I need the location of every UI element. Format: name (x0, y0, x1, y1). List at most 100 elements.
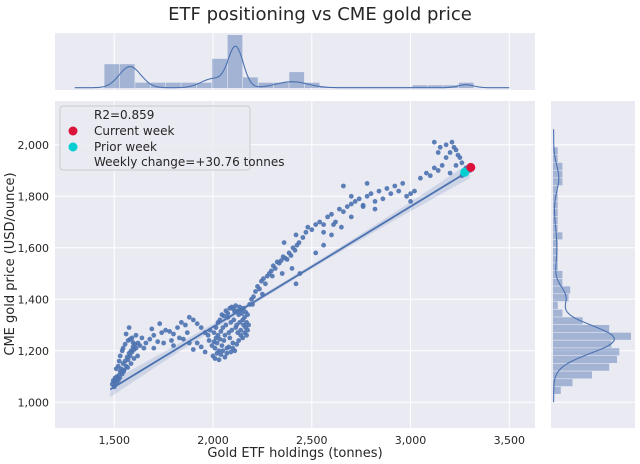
right-histogram-bar (553, 348, 620, 356)
scatter-point (157, 321, 163, 327)
x-tick-label: 3,000 (395, 434, 427, 447)
scatter-point (427, 173, 433, 179)
scatter-point (122, 341, 128, 347)
scatter-point (341, 209, 346, 215)
scatter-point (175, 325, 180, 330)
scatter-point (179, 320, 184, 325)
scatter-point (233, 303, 239, 309)
scatter-point (364, 181, 370, 186)
y-axis-ticks: 1,000 1,200 1,400 1,600 1,800 2,000 (18, 139, 50, 409)
right-histogram-bar (553, 162, 563, 170)
top-histogram-background (55, 33, 535, 90)
right-histogram-bar (553, 209, 558, 217)
scatter-point (198, 325, 204, 330)
scatter-point (317, 219, 323, 225)
scatter-point (130, 340, 136, 345)
top-histogram-bar (166, 82, 181, 88)
top-histogram-bar (243, 77, 258, 88)
right-histogram-bar (553, 355, 617, 363)
right-histogram-bar (553, 255, 558, 263)
scatter-point (253, 289, 258, 294)
top-histogram-bar (427, 85, 443, 88)
scatter-point (293, 281, 299, 287)
right-histogram-bar (553, 371, 592, 379)
scatter-point (117, 353, 123, 359)
scatter-point (443, 142, 449, 148)
top-histogram-panel (55, 33, 535, 90)
legend-box (59, 105, 251, 171)
scatter-point (321, 242, 326, 248)
right-histogram-bar (553, 270, 563, 278)
scatter-point (226, 344, 232, 350)
scatter-point (289, 266, 295, 271)
scatter-point (449, 139, 455, 145)
scatter-point (360, 204, 366, 210)
scatter-point (408, 199, 413, 204)
scatter-point (404, 193, 409, 199)
top-histogram-bar (104, 64, 120, 89)
scatter-point (151, 332, 157, 338)
top-histogram-bar (227, 35, 243, 88)
scatter-point (224, 350, 230, 356)
prior-week-point (460, 167, 470, 177)
current-week-point (466, 162, 476, 172)
scatter-point (439, 163, 445, 168)
scatter-point (131, 356, 137, 361)
scatter-point (257, 286, 262, 292)
top-histogram-bar (443, 85, 459, 88)
legend-current-marker (68, 126, 78, 136)
scatter-point (453, 163, 459, 168)
scatter-point (412, 188, 417, 194)
scatter-point (212, 356, 218, 361)
top-histogram-bar (258, 82, 274, 88)
scatter-point (141, 345, 147, 351)
legend-prior-marker (68, 142, 78, 152)
scatter-point (435, 150, 441, 155)
scatter-point (459, 160, 465, 166)
scatter-point (348, 201, 354, 207)
top-histogram-kde-curve (74, 45, 510, 89)
right-histogram-bar (553, 147, 558, 155)
scatter-point (135, 353, 141, 359)
scatter-point (352, 199, 358, 204)
scatter-point (408, 191, 413, 197)
scatter-point (133, 345, 139, 351)
chart-title: ETF positioning vs CME gold price (168, 4, 472, 25)
right-histogram-bar (553, 363, 610, 371)
scatter-point (344, 204, 350, 210)
scatter-point (223, 322, 229, 328)
scatter-point (211, 330, 217, 336)
scatter-point (269, 273, 275, 279)
scatter-point (321, 222, 326, 228)
scatter-point (167, 329, 173, 334)
scatter-point (231, 307, 237, 312)
scatter-point (194, 340, 200, 346)
right-histogram-bar (553, 340, 612, 348)
scatter-point (202, 349, 208, 355)
scatter-point (281, 240, 287, 246)
scatter-point (163, 327, 169, 333)
y-tick-label: 1,800 (18, 190, 50, 203)
scatter-point (447, 170, 453, 176)
scatter-points (109, 139, 473, 390)
scatter-point (437, 144, 443, 150)
scatter-point (288, 253, 294, 258)
top-histogram-bar (135, 82, 150, 88)
scatter-point (392, 183, 398, 189)
scatter-point (457, 155, 463, 161)
scatter-point (221, 313, 227, 319)
scatter-point (263, 281, 268, 287)
scatter-point (127, 353, 133, 359)
scatter-point (218, 329, 224, 334)
scatter-point (159, 330, 165, 336)
right-histogram-bar (553, 170, 563, 178)
right-histogram-bar (553, 325, 610, 333)
scatter-point (186, 314, 192, 320)
scatter-point (239, 311, 245, 316)
scatter-point (190, 347, 196, 352)
top-histogram-grid (113, 33, 510, 90)
right-histogram-bar (553, 386, 561, 394)
scatter-point (251, 294, 256, 300)
scatter-point (244, 332, 250, 338)
